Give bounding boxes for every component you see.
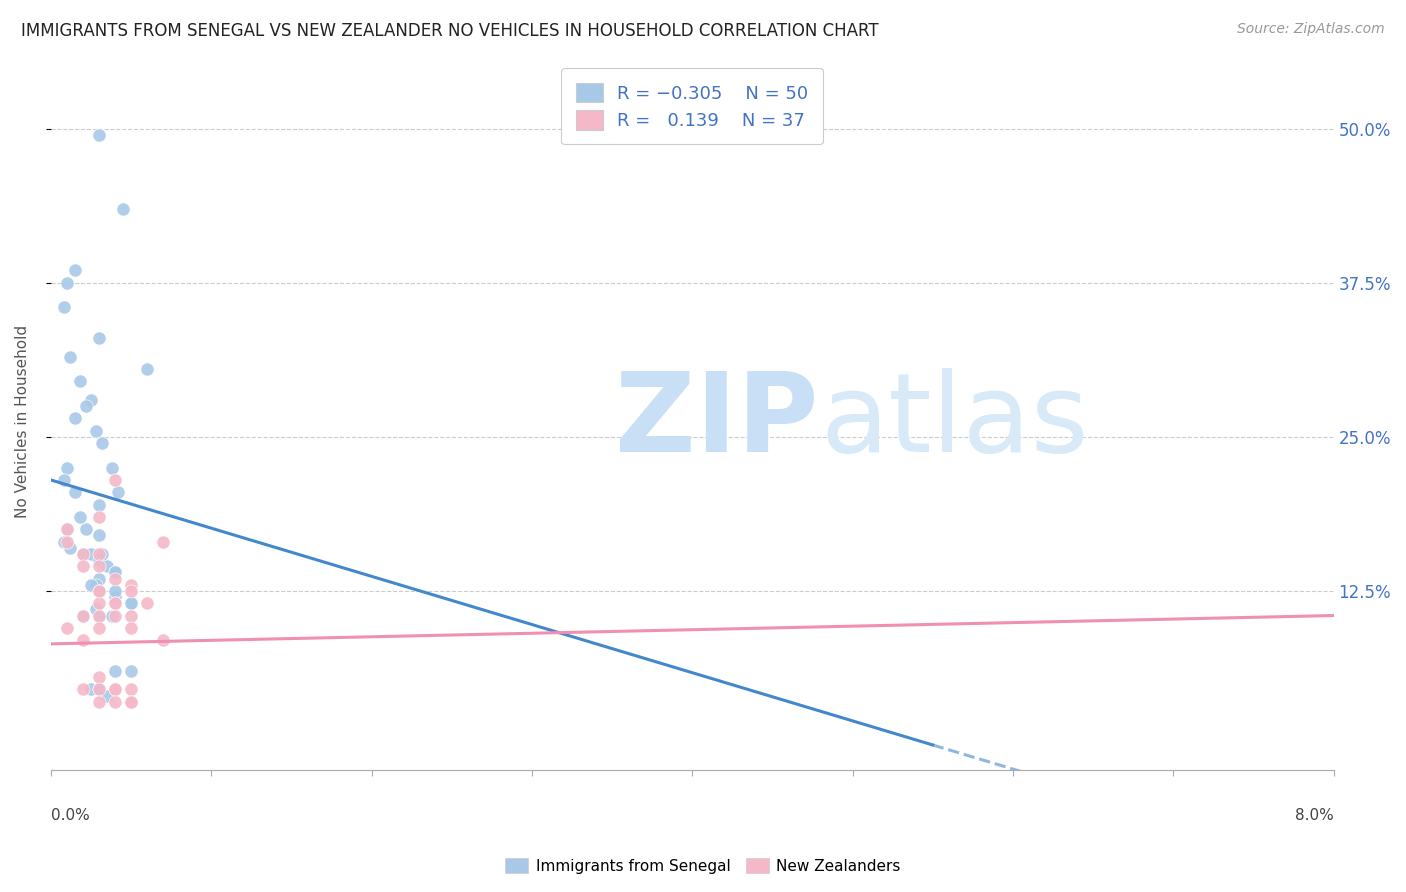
- Point: [63, 411, 86, 425]
- Point: [104, 682, 127, 697]
- Point: [59, 541, 82, 555]
- Point: [87, 583, 110, 598]
- Point: [87, 528, 110, 542]
- Point: [87, 682, 110, 697]
- Point: [104, 608, 127, 623]
- Point: [63, 485, 86, 500]
- Point: [100, 608, 122, 623]
- Point: [87, 553, 110, 567]
- Point: [87, 682, 110, 697]
- Point: [91, 436, 114, 450]
- Point: [72, 608, 94, 623]
- Point: [72, 547, 94, 561]
- Point: [72, 559, 94, 574]
- Point: [120, 596, 142, 610]
- Point: [104, 590, 127, 604]
- Text: IMMIGRANTS FROM SENEGAL VS NEW ZEALANDER NO VEHICLES IN HOUSEHOLD CORRELATION CH: IMMIGRANTS FROM SENEGAL VS NEW ZEALANDER…: [21, 22, 879, 40]
- Text: 0.0%: 0.0%: [51, 808, 90, 823]
- Point: [152, 633, 174, 648]
- Point: [87, 695, 110, 709]
- Point: [80, 547, 103, 561]
- Point: [104, 682, 127, 697]
- Point: [56, 522, 79, 536]
- Point: [80, 682, 103, 697]
- Point: [120, 695, 142, 709]
- Point: [104, 596, 127, 610]
- Point: [59, 350, 82, 364]
- Point: [104, 566, 127, 580]
- Point: [87, 572, 110, 586]
- Point: [72, 547, 94, 561]
- Text: atlas: atlas: [821, 368, 1088, 475]
- Point: [87, 498, 110, 512]
- Point: [152, 534, 174, 549]
- Point: [69, 375, 91, 389]
- Point: [75, 522, 97, 536]
- Point: [80, 578, 103, 592]
- Text: Source: ZipAtlas.com: Source: ZipAtlas.com: [1237, 22, 1385, 37]
- Point: [84, 424, 107, 438]
- Point: [87, 608, 110, 623]
- Point: [87, 608, 110, 623]
- Point: [104, 473, 127, 487]
- Point: [87, 670, 110, 684]
- Point: [72, 682, 94, 697]
- Point: [63, 263, 86, 277]
- Point: [120, 621, 142, 635]
- Point: [120, 578, 142, 592]
- Point: [72, 608, 94, 623]
- Point: [56, 621, 79, 635]
- Point: [104, 695, 127, 709]
- Point: [120, 682, 142, 697]
- Point: [96, 559, 118, 574]
- Point: [120, 583, 142, 598]
- Point: [104, 572, 127, 586]
- Point: [87, 547, 110, 561]
- Point: [87, 331, 110, 345]
- Point: [120, 608, 142, 623]
- Point: [111, 202, 134, 216]
- Point: [107, 485, 129, 500]
- Point: [80, 392, 103, 407]
- Legend: Immigrants from Senegal, New Zealanders: Immigrants from Senegal, New Zealanders: [499, 852, 907, 880]
- Point: [87, 559, 110, 574]
- Point: [84, 602, 107, 616]
- Point: [120, 695, 142, 709]
- Point: [52, 534, 75, 549]
- Point: [84, 578, 107, 592]
- Point: [120, 664, 142, 678]
- Point: [52, 473, 75, 487]
- Point: [87, 583, 110, 598]
- Point: [136, 596, 159, 610]
- Y-axis label: No Vehicles in Household: No Vehicles in Household: [15, 325, 30, 518]
- Text: ZIP: ZIP: [616, 368, 818, 475]
- Point: [120, 596, 142, 610]
- Point: [52, 301, 75, 315]
- Point: [104, 596, 127, 610]
- Point: [104, 566, 127, 580]
- Point: [87, 596, 110, 610]
- Point: [136, 362, 159, 376]
- Point: [87, 510, 110, 524]
- Point: [56, 522, 79, 536]
- Text: 8.0%: 8.0%: [1295, 808, 1333, 823]
- Point: [96, 689, 118, 703]
- Point: [100, 460, 122, 475]
- Point: [56, 534, 79, 549]
- Point: [75, 399, 97, 413]
- Point: [72, 633, 94, 648]
- Point: [87, 621, 110, 635]
- Point: [69, 510, 91, 524]
- Legend: R = −0.305    N = 50, R =   0.139    N = 37: R = −0.305 N = 50, R = 0.139 N = 37: [561, 69, 823, 145]
- Point: [56, 276, 79, 290]
- Point: [104, 583, 127, 598]
- Point: [91, 547, 114, 561]
- Point: [56, 460, 79, 475]
- Point: [104, 664, 127, 678]
- Point: [87, 583, 110, 598]
- Point: [87, 128, 110, 142]
